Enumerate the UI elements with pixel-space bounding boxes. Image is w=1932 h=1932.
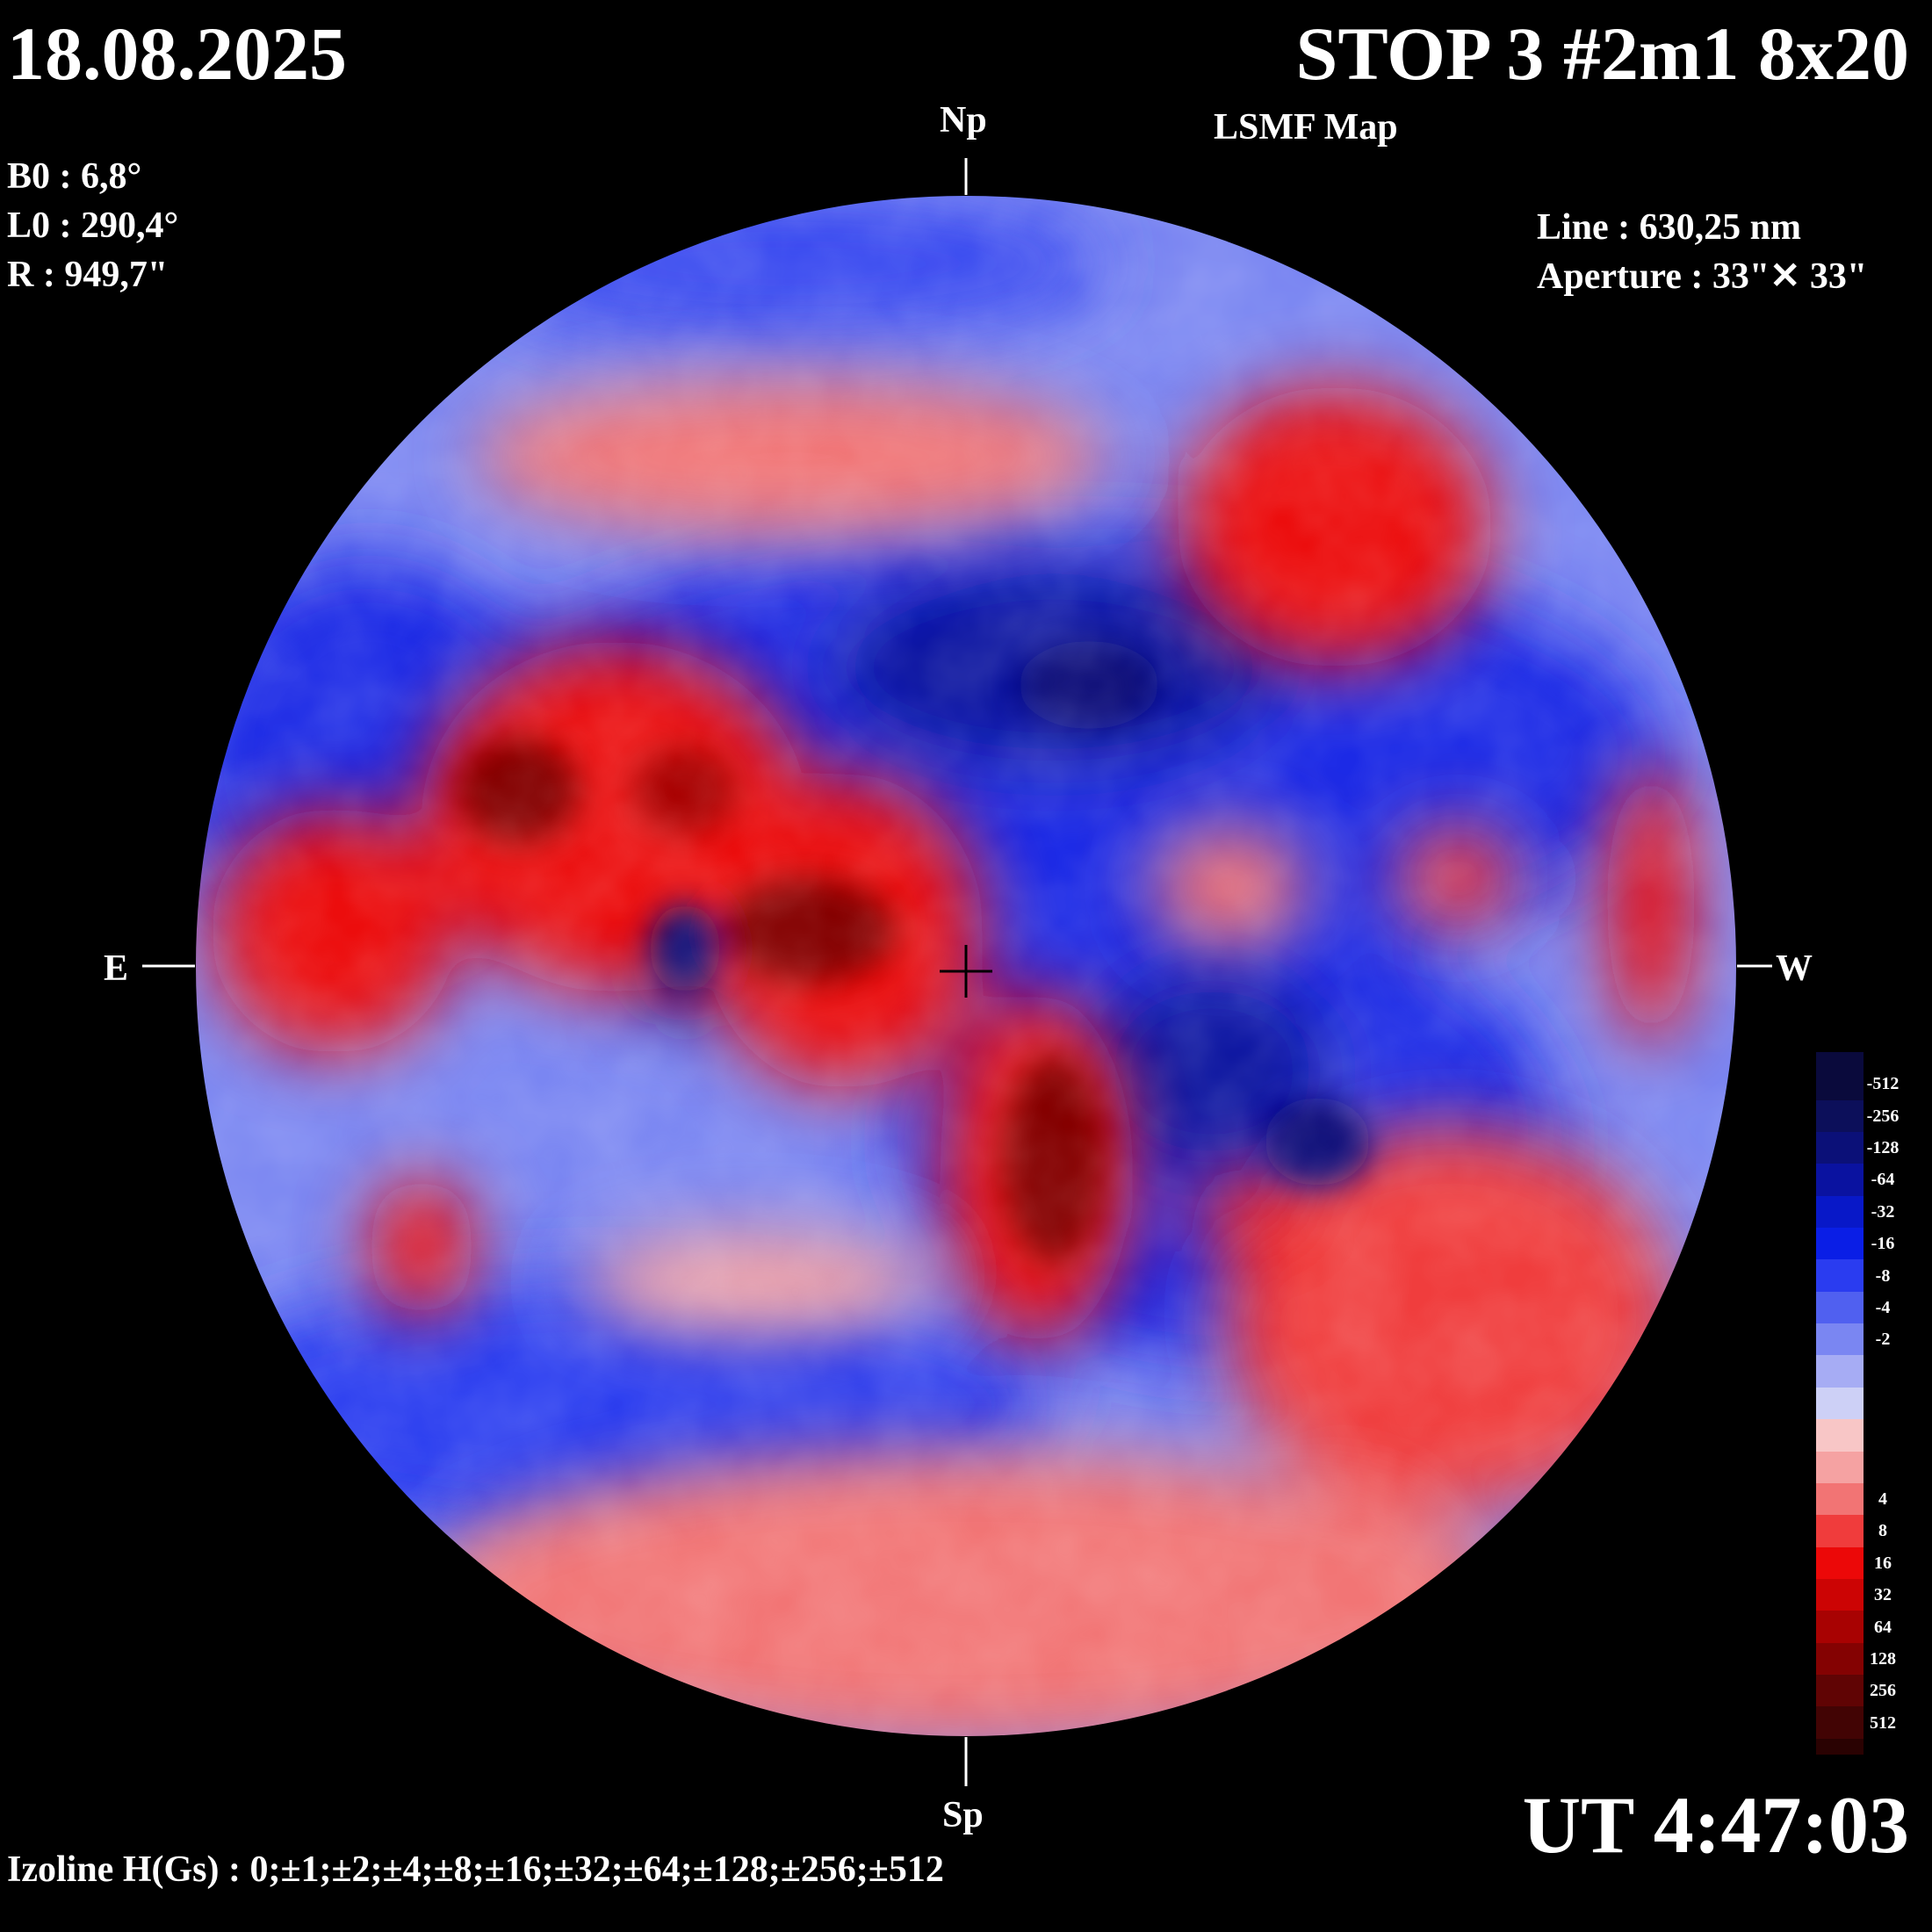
legend-swatch-cap-bottom [1816, 1738, 1864, 1755]
legend-label: -256 [1866, 1106, 1900, 1126]
legend-swatch [1816, 1419, 1864, 1453]
legend-swatch [1816, 1706, 1864, 1740]
legend-label: 512 [1870, 1712, 1896, 1733]
legend-swatch [1816, 1579, 1864, 1612]
legend-label: -64 [1871, 1170, 1895, 1190]
legend-label: -1 [1875, 1361, 1891, 1381]
axis-ticks [142, 158, 1772, 1786]
legend-label: 32 [1874, 1585, 1892, 1605]
legend-label: -2 [1875, 1330, 1891, 1350]
north-pole-label: Np [940, 100, 987, 141]
legend-label: 0 [1878, 1394, 1887, 1413]
legend-swatch [1816, 1195, 1864, 1229]
legend-label: -4 [1875, 1297, 1891, 1317]
param-radius: R : 949,7" [7, 255, 169, 295]
legend-swatch [1816, 1482, 1864, 1517]
legend-swatch [1816, 1068, 1864, 1101]
aperture: Aperture : 33"✕ 33" [1537, 256, 1868, 297]
east-label: E [104, 948, 129, 989]
legend-label: 8 [1878, 1521, 1887, 1541]
legend-label: 16 [1874, 1553, 1892, 1573]
legend-swatch [1816, 1451, 1864, 1484]
observation-date: 18.08.2025 [7, 11, 347, 96]
map-subtitle: LSMF Map [1214, 107, 1398, 148]
legend-swatch [1816, 1131, 1864, 1165]
solar-disk [195, 195, 1737, 1737]
legend-swatch [1816, 1387, 1864, 1421]
legend-swatch [1816, 1546, 1864, 1580]
south-pole-label: Sp [942, 1795, 984, 1835]
legend-swatch [1816, 1228, 1864, 1261]
legend-label: 64 [1874, 1617, 1892, 1637]
legend-label: 2 [1878, 1457, 1887, 1477]
west-label: W [1776, 948, 1813, 989]
legend-label: 4 [1878, 1489, 1887, 1510]
legend-label: -8 [1875, 1265, 1891, 1286]
legend-swatch [1816, 1642, 1864, 1676]
legend-swatch-cap-top [1816, 1052, 1864, 1069]
spectral-line: Line : 630,25 nm [1537, 207, 1802, 248]
legend-swatch [1816, 1355, 1864, 1388]
legend-swatch [1816, 1675, 1864, 1708]
legend-label: 128 [1870, 1648, 1896, 1669]
color-scale-legend [1816, 1052, 1864, 1755]
disk-center-crosshair [940, 945, 992, 998]
izoline-levels: Izoline H(Gs) : 0;±1;±2;±4;±8;±16;±32;±6… [7, 1849, 944, 1890]
param-l0: L0 : 290,4° [7, 205, 179, 246]
legend-swatch [1816, 1164, 1864, 1197]
legend-label: 1 [1878, 1425, 1887, 1445]
legend-swatch [1816, 1291, 1864, 1325]
legend-label: -128 [1866, 1138, 1900, 1158]
legend-swatch [1816, 1099, 1864, 1133]
legend-swatch [1816, 1259, 1864, 1293]
legend-swatch [1816, 1611, 1864, 1644]
param-b0: B0 : 6,8° [7, 156, 142, 197]
legend-swatch [1816, 1515, 1864, 1548]
legend-label: 256 [1870, 1681, 1896, 1701]
legend-label: -32 [1871, 1201, 1895, 1222]
map-title: STOP 3 #2m1 8x20 [1295, 11, 1909, 96]
legend-label: -512 [1866, 1074, 1900, 1094]
legend-label: -16 [1871, 1234, 1895, 1254]
legend-swatch [1816, 1323, 1864, 1357]
universal-time: UT 4:47:03 [1522, 1780, 1909, 1870]
